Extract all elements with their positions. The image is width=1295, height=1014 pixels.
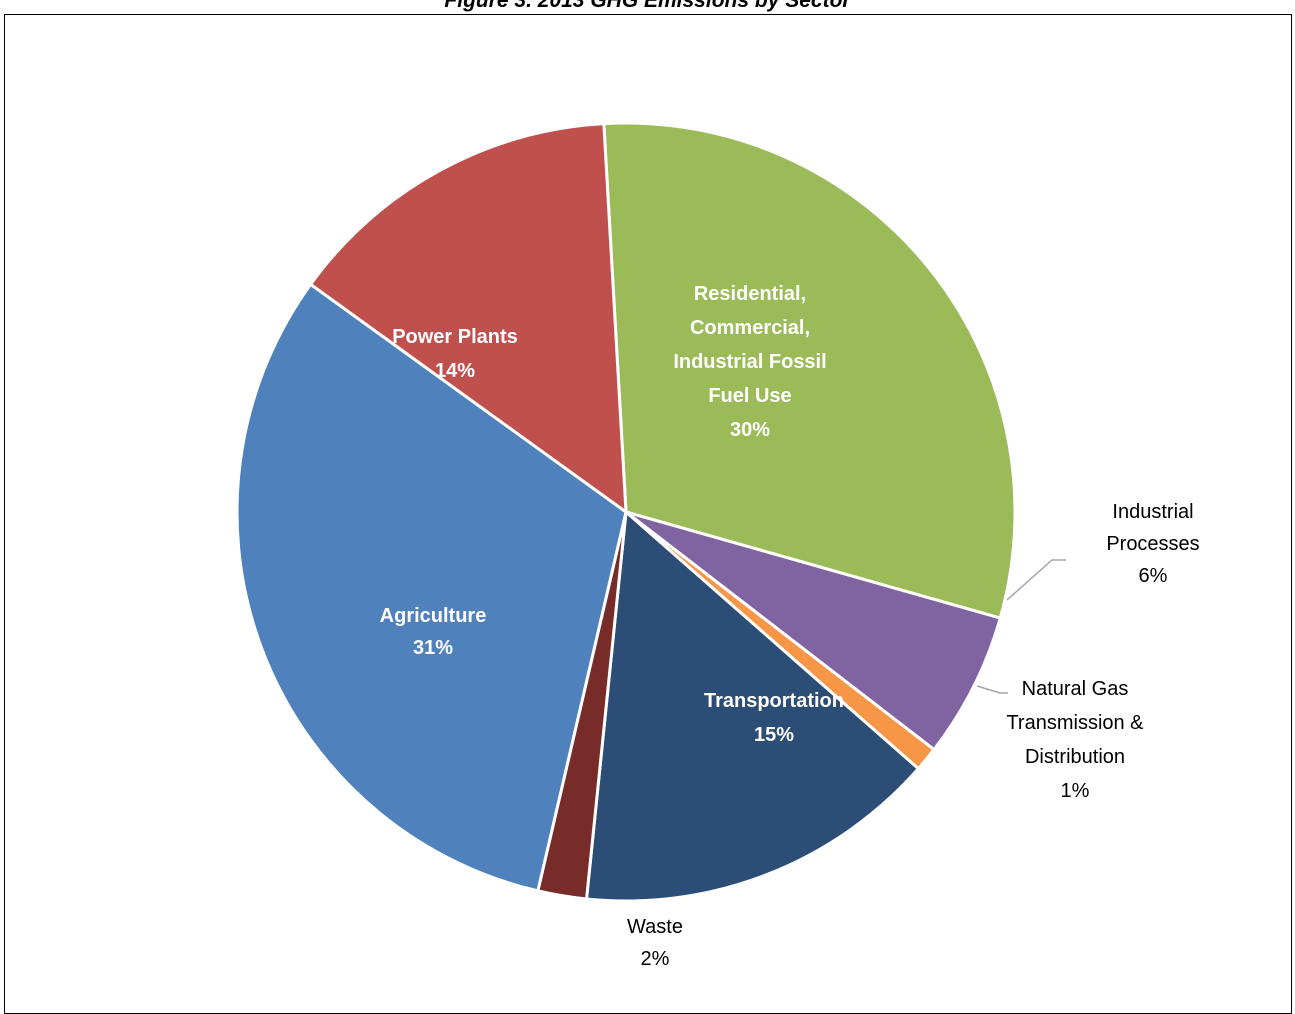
chart-title: Figure 3. 2013 GHG Emissions by Sector bbox=[444, 0, 851, 12]
label-power-plants: Power Plants 14% bbox=[392, 326, 518, 382]
label-industrial-processes: Industrial Processes 6% bbox=[1106, 501, 1199, 587]
label-natural-gas-transmission-and-distribution: Natural Gas Transmission & Distribution 1% bbox=[1006, 678, 1144, 802]
label-residential-commercial-industrial-fossil-fuel-use: Residential, Commercial, Industrial Fossil… bbox=[673, 283, 826, 441]
leader-lines bbox=[976, 559, 1066, 694]
label-waste: Waste 2% bbox=[627, 916, 683, 970]
slice-agriculture bbox=[235, 282, 628, 893]
label-transportation: Transportation 15% bbox=[704, 690, 844, 746]
slice-residential-commercial-industrial-fossil-fuel-use bbox=[602, 121, 1017, 620]
leader-natural-gas-transmission-and-distribution bbox=[976, 685, 1008, 694]
label-agriculture: Agriculture 31% bbox=[380, 605, 487, 659]
pie-slices bbox=[235, 121, 1017, 903]
slice-power-plants bbox=[309, 122, 628, 514]
slice-labels: Residential, Commercial, Industrial Fossil… bbox=[380, 283, 1200, 970]
slice-transportation bbox=[585, 510, 920, 903]
slice-industrial-processes bbox=[624, 510, 1002, 752]
leader-industrial-processes bbox=[1006, 559, 1066, 601]
